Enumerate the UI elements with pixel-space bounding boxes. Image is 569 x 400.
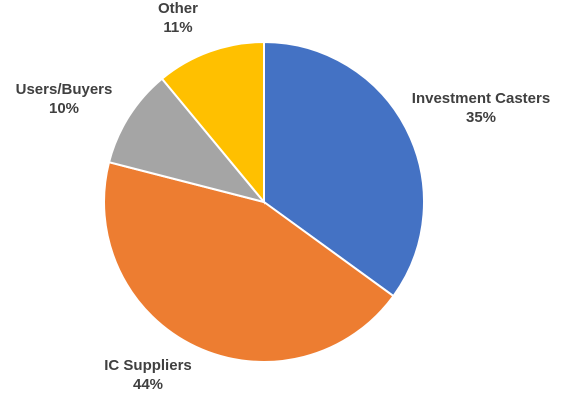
data-label-category: Users/Buyers [16, 81, 113, 98]
data-label-percent: 11% [163, 19, 192, 36]
data-label-users-buyers: Users/Buyers 10% [16, 81, 113, 117]
pie-data-labels: Investment Casters 35% IC Suppliers 44% User… [16, 0, 551, 393]
data-label-percent: 10% [49, 100, 79, 117]
data-label-percent: 35% [466, 109, 496, 126]
data-label-percent: 44% [133, 376, 163, 393]
data-label-investment-casters: Investment Casters 35% [412, 90, 550, 126]
pie-slice-other [160, 40, 265, 205]
pie-slice-ic-suppliers [103, 160, 395, 363]
data-label-category: Investment Casters [412, 90, 550, 107]
pie-slice-users-buyers [107, 77, 267, 204]
data-label-category: IC Suppliers [104, 357, 192, 374]
pie-slice-investment-casters [263, 40, 425, 298]
data-label-other: Other 11% [158, 0, 198, 36]
data-label-ic-suppliers: IC Suppliers 44% [104, 357, 192, 393]
pie-slices [103, 40, 425, 363]
data-label-category: Other [158, 0, 198, 17]
